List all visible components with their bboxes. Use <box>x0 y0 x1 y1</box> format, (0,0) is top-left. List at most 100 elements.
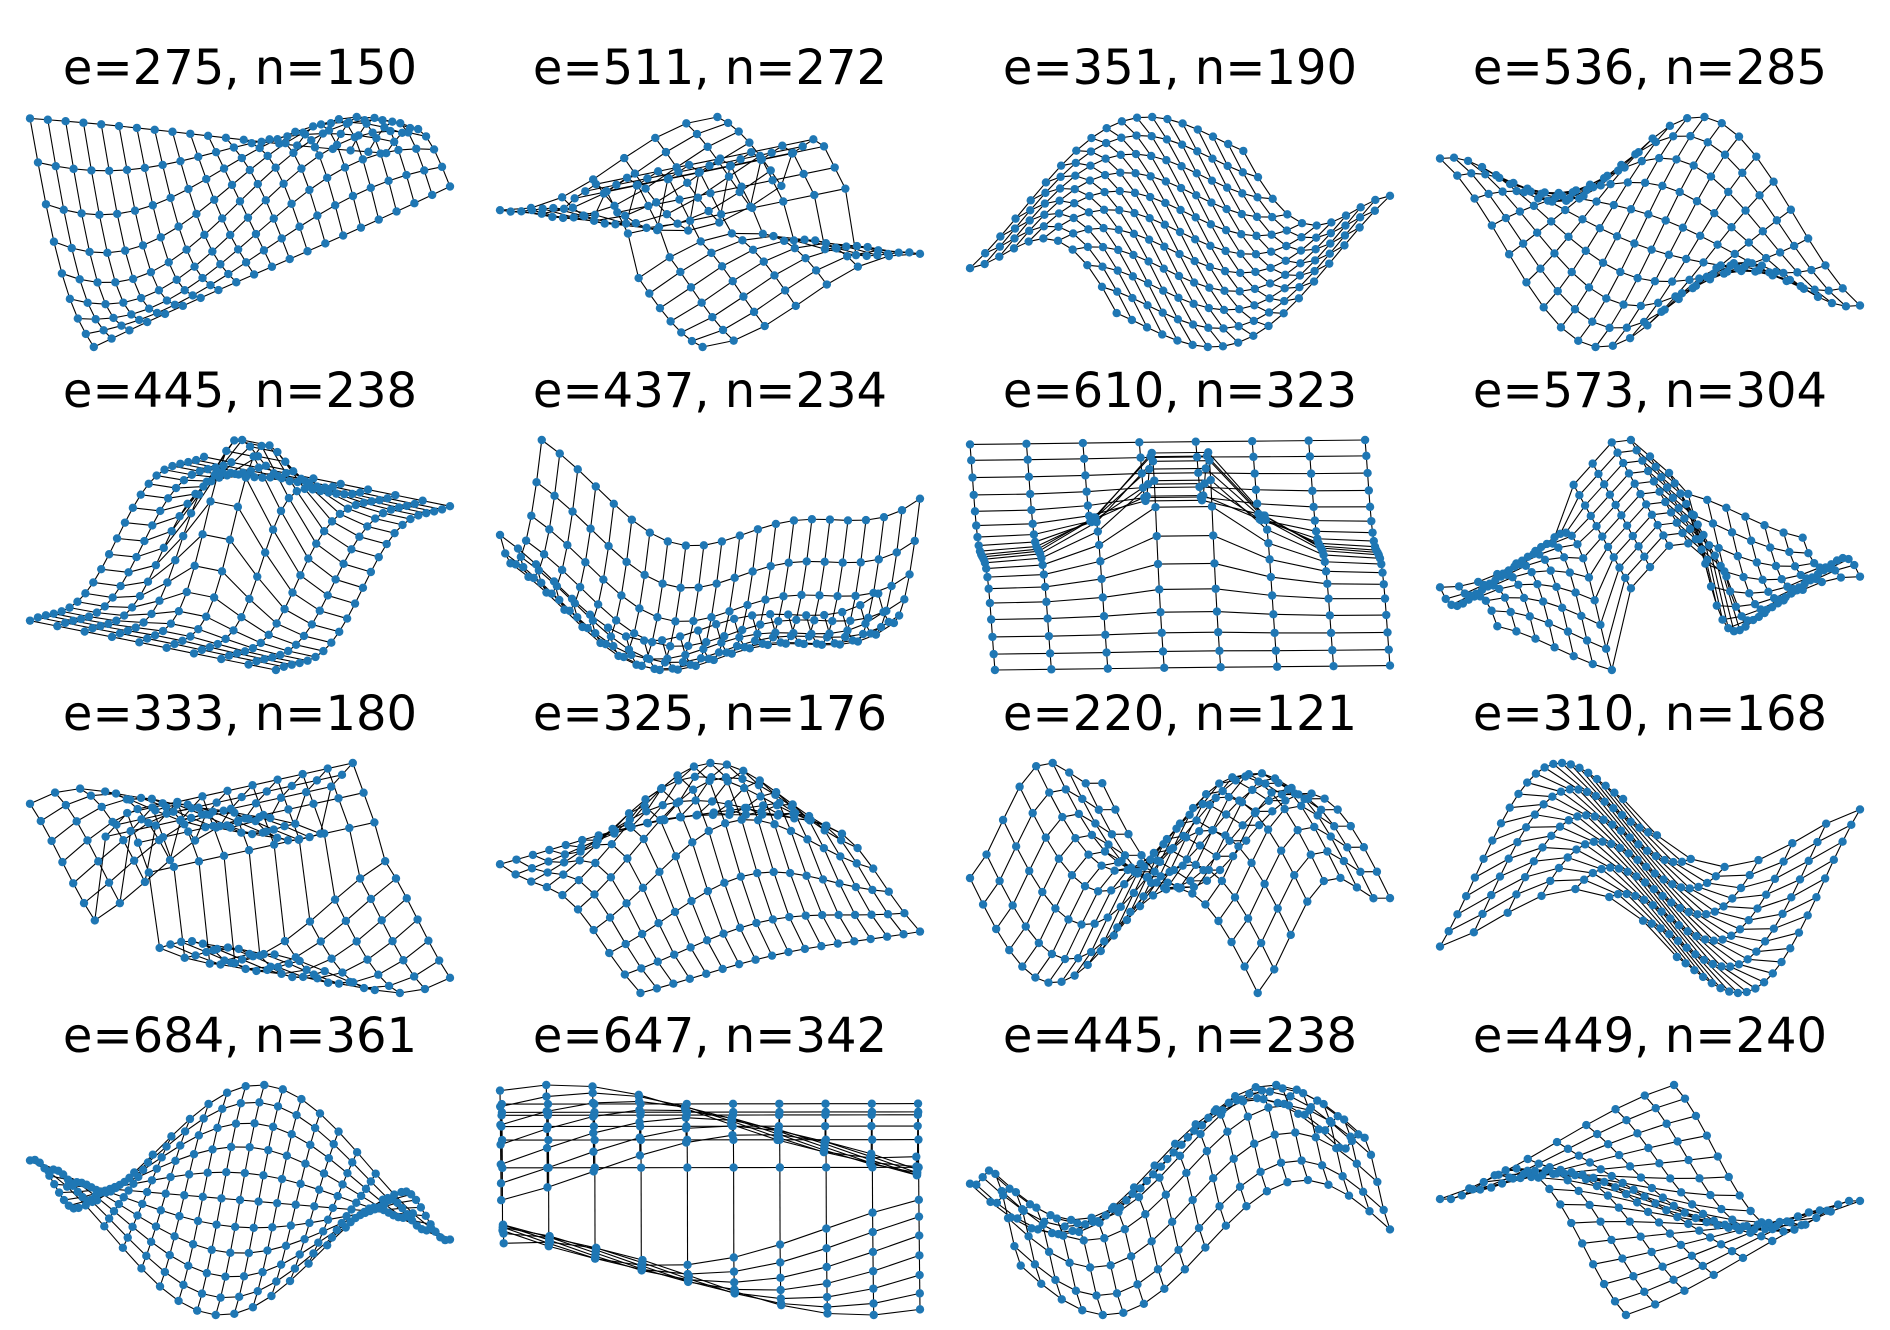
graph-node <box>1146 151 1156 161</box>
graph-edge <box>1147 305 1163 335</box>
graph-edge <box>1599 204 1615 229</box>
graph-edge <box>135 627 164 632</box>
graph-edge <box>1588 546 1609 578</box>
graph-node <box>168 127 177 136</box>
graph-node <box>189 649 199 658</box>
graph-node <box>225 535 235 545</box>
graph-node <box>1640 552 1649 561</box>
graph-node <box>1755 191 1764 200</box>
graph-edge <box>47 119 57 167</box>
graph-edge <box>163 512 192 549</box>
graph-node <box>49 609 58 618</box>
graph-edge <box>307 558 336 580</box>
graph-edge <box>106 252 116 283</box>
graph-edge <box>1163 268 1179 299</box>
graph-node <box>1514 580 1523 589</box>
graph-edge <box>891 552 898 587</box>
graph-node <box>111 789 121 798</box>
graph-edge <box>692 587 700 622</box>
graph-edge <box>175 485 204 489</box>
graph-edge <box>1638 524 1659 547</box>
graph-node <box>1463 156 1473 166</box>
graph-node <box>820 610 829 620</box>
graph-edge <box>732 261 765 282</box>
graph-edge <box>1133 212 1150 240</box>
graph-node <box>965 440 975 449</box>
graph-node <box>127 310 136 319</box>
graph-node <box>1481 170 1490 179</box>
graph-edge <box>1131 297 1148 328</box>
graph-edge <box>305 786 332 793</box>
graph-node <box>174 606 184 616</box>
graph-node <box>350 133 360 142</box>
graph-node <box>330 201 340 210</box>
graph-node <box>104 619 113 629</box>
graph-node <box>413 124 423 134</box>
graph-node <box>1309 277 1319 286</box>
graph-node <box>91 315 100 324</box>
graph-edge <box>76 806 103 822</box>
graph-edge <box>1182 123 1198 152</box>
graph-edge <box>635 213 668 224</box>
graph-edge <box>109 553 137 558</box>
graph-node <box>132 552 141 562</box>
graph-edge <box>1649 456 1670 474</box>
graph-node <box>797 590 806 600</box>
graph-node <box>1161 177 1171 186</box>
graph-edge <box>205 616 234 631</box>
graph-node <box>1727 223 1736 232</box>
graph-node <box>280 821 289 831</box>
graph-edge <box>1242 172 1258 198</box>
graph-node <box>376 149 385 158</box>
graph-node <box>162 643 171 652</box>
graph-edge <box>1226 187 1243 215</box>
graph-panel: e=573, n=304 <box>1415 363 1885 683</box>
graph-node <box>260 548 270 557</box>
graph-node <box>1115 205 1124 215</box>
graph-edge <box>229 539 258 578</box>
graph-node <box>1505 179 1515 189</box>
graph-node <box>1309 502 1318 512</box>
graph-edge <box>783 194 815 203</box>
graph-edge <box>842 520 849 563</box>
graph-node <box>172 275 181 284</box>
graph-node <box>1238 168 1248 177</box>
graph-node <box>1176 183 1186 193</box>
graph-node <box>266 962 275 971</box>
graph-edge <box>835 247 867 257</box>
graph-edge <box>656 583 664 618</box>
graph-node <box>627 650 636 660</box>
graph-node <box>593 600 603 609</box>
graph-node <box>133 838 143 847</box>
graph-node <box>366 567 376 577</box>
graph-node <box>609 641 618 651</box>
graph-edge <box>984 557 1042 564</box>
graph-node <box>1193 125 1202 134</box>
graph-edge <box>794 242 826 249</box>
graph-node <box>132 123 142 133</box>
graph-node <box>65 294 75 304</box>
graph-edge <box>344 167 354 197</box>
graph-edge <box>335 578 364 589</box>
graph-node <box>1664 250 1674 259</box>
graph-node <box>815 591 824 600</box>
graph-node <box>1731 602 1741 611</box>
graph-node <box>374 215 383 224</box>
graph-node <box>798 142 807 151</box>
graph-node <box>967 456 976 465</box>
graph-edge <box>981 548 1038 556</box>
graph-node <box>122 165 132 175</box>
graph-edge <box>257 455 286 463</box>
graph-node <box>651 133 660 143</box>
graph-node <box>1477 162 1487 172</box>
graph-node <box>1026 196 1035 205</box>
graph-node <box>323 591 332 600</box>
graph-node <box>1247 436 1257 446</box>
graph-edge <box>1102 588 1160 598</box>
panel-title: e=445, n=238 <box>62 363 418 419</box>
graph-node <box>326 782 336 791</box>
graph-node <box>821 238 831 248</box>
graph-node <box>1085 176 1095 185</box>
graph-edge <box>1210 479 1213 507</box>
graph-node <box>653 613 662 622</box>
